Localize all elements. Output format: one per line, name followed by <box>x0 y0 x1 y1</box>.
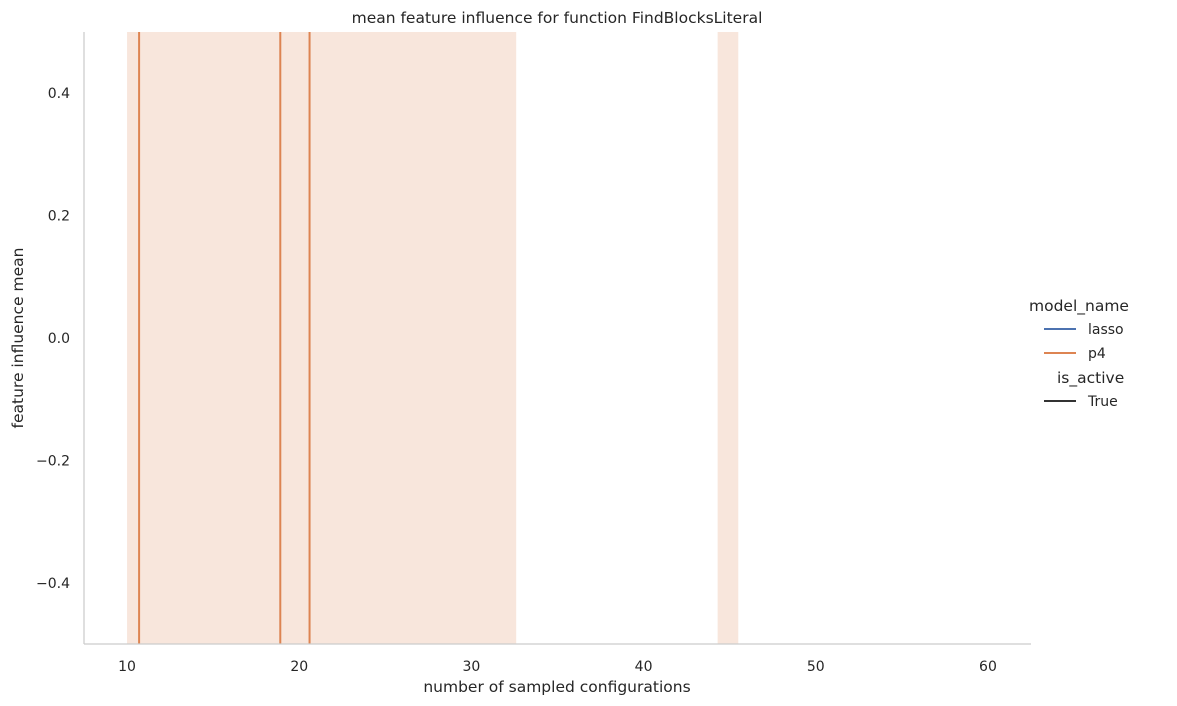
x-tick-label: 10 <box>118 659 136 675</box>
x-tick-label: 40 <box>635 659 653 675</box>
series-lines <box>138 32 311 644</box>
y-tick-label: −0.2 <box>36 453 70 469</box>
y-tick-label: 0.4 <box>48 86 70 102</box>
legend-hue-title: model_name <box>1029 297 1129 316</box>
legend-label-p4: p4 <box>1088 346 1106 362</box>
y-axis-label: feature influence mean <box>9 248 27 429</box>
x-tick-label: 50 <box>807 659 825 675</box>
y-tick-label: 0.2 <box>48 209 70 225</box>
x-tick-label: 20 <box>290 659 308 675</box>
x-tick-label: 30 <box>462 659 480 675</box>
x-tick-labels: 10 20 30 40 50 60 <box>118 659 997 675</box>
legend-style-title: is_active <box>1057 369 1124 388</box>
confidence-band-1 <box>127 32 517 644</box>
legend-style-items: True <box>1044 394 1118 410</box>
chart-title: mean feature influence for function Find… <box>352 9 763 27</box>
confidence-bands <box>127 32 739 644</box>
x-tick-label: 60 <box>979 659 997 675</box>
confidence-band-2 <box>717 32 739 644</box>
legend: model_name lasso p4 is_active True <box>1029 297 1129 410</box>
y-tick-labels: −0.4 −0.2 0.0 0.2 0.4 <box>36 86 70 592</box>
x-axis-label: number of sampled configurations <box>423 678 690 696</box>
y-tick-label: −0.4 <box>36 576 70 592</box>
y-tick-label: 0.0 <box>48 331 70 347</box>
legend-label-true: True <box>1087 394 1118 410</box>
legend-label-lasso: lasso <box>1088 322 1124 338</box>
legend-hue-items: lasso p4 <box>1044 322 1124 362</box>
